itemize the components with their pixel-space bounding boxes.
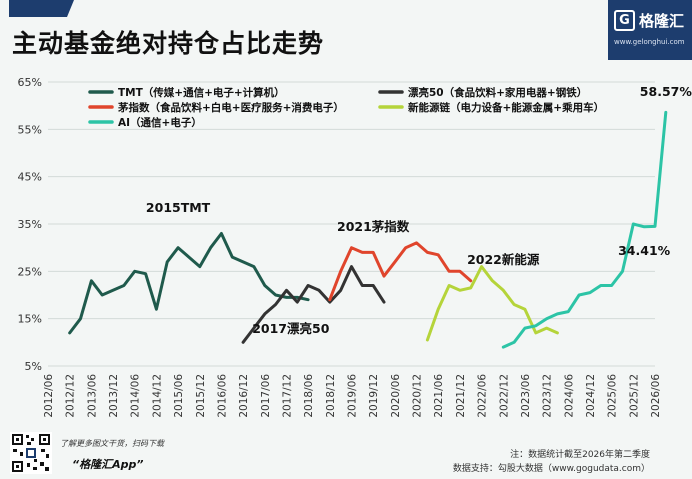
x-tick-label: 2023/06 bbox=[520, 374, 532, 418]
x-tick-label: 2026/06 bbox=[650, 374, 662, 418]
x-tick-label: 2018/06 bbox=[303, 374, 315, 418]
x-tick-label: 2021/06 bbox=[433, 374, 445, 418]
series-line bbox=[328, 241, 473, 302]
annotation-label: 2022新能源 bbox=[467, 252, 540, 267]
x-tick-label: 2017/12 bbox=[281, 374, 293, 418]
header-accent-bar bbox=[9, 0, 74, 17]
annotation-label: 34.41% bbox=[618, 243, 671, 258]
series-line bbox=[68, 232, 310, 335]
x-tick-label: 2019/12 bbox=[368, 374, 380, 418]
x-tick-label: 2014/12 bbox=[151, 374, 163, 418]
legend-label: 茅指数（食品饮料+白电+医疗服务+消费电子） bbox=[117, 101, 344, 114]
x-tick-label: 2015/12 bbox=[195, 374, 207, 418]
legend-label: AI（通信+电子） bbox=[118, 116, 202, 129]
footer-note: 注：数据统计截至2026年第二季度 bbox=[510, 450, 650, 460]
x-tick-label: 2022/12 bbox=[498, 374, 510, 418]
x-tick-label: 2012/06 bbox=[43, 374, 55, 418]
x-tick-label: 2025/06 bbox=[607, 374, 619, 418]
x-tick-label: 2021/12 bbox=[455, 374, 467, 418]
footer-app-promo: 了解更多图文干货，扫码下载 “格隆汇App” bbox=[10, 432, 210, 477]
x-tick-label: 2016/12 bbox=[238, 374, 250, 418]
page-title: 主动基金绝对持仓占比走势 bbox=[12, 29, 325, 58]
x-tick-label: 2024/06 bbox=[563, 374, 575, 418]
gelonghui-logo: G 格隆汇 www.gelonghui.com bbox=[608, 0, 692, 60]
x-tick-label: 2022/06 bbox=[477, 374, 489, 418]
y-tick-label: 55% bbox=[18, 123, 42, 136]
logo-g-icon: G bbox=[614, 10, 635, 31]
annotation-label: 2015TMT bbox=[146, 200, 211, 215]
x-tick-label: 2013/06 bbox=[86, 374, 98, 418]
footer-app-name: “格隆汇App” bbox=[72, 458, 144, 471]
legend-label: 新能源链（电力设备+能源金属+乘用车） bbox=[408, 101, 604, 114]
y-tick-label: 35% bbox=[18, 218, 42, 231]
footer-promo-text: 了解更多图文干货，扫码下载 bbox=[60, 439, 164, 448]
x-tick-label: 2025/12 bbox=[628, 374, 640, 418]
series-line bbox=[501, 110, 668, 349]
x-tick-label: 2020/06 bbox=[390, 374, 402, 418]
y-tick-label: 25% bbox=[18, 265, 42, 278]
annotation-label: 2021茅指数 bbox=[337, 219, 410, 234]
legend-label: TMT（传媒+通信+电子+计算机） bbox=[118, 86, 285, 99]
x-tick-label: 2012/12 bbox=[65, 374, 77, 418]
y-tick-label: 5% bbox=[25, 360, 42, 373]
x-tick-label: 2018/12 bbox=[325, 374, 337, 418]
x-tick-label: 2015/06 bbox=[173, 374, 185, 418]
y-tick-label: 45% bbox=[18, 171, 42, 184]
legend-label: 漂亮50（食品饮料+家用电器+钢铁） bbox=[408, 86, 587, 99]
annotation-label: 58.57% bbox=[640, 84, 692, 99]
x-tick-label: 2013/12 bbox=[108, 374, 120, 418]
logo-url: www.gelonghui.com bbox=[614, 38, 685, 46]
y-tick-label: 15% bbox=[18, 313, 42, 326]
footer-source: 数据支持：勾股大数据（www.gogudata.com） bbox=[452, 464, 650, 474]
x-tick-label: 2017/06 bbox=[260, 374, 272, 418]
x-tick-label: 2016/06 bbox=[216, 374, 228, 418]
series-line bbox=[241, 265, 386, 344]
x-tick-label: 2020/12 bbox=[412, 374, 424, 418]
x-tick-label: 2014/06 bbox=[130, 374, 142, 418]
qr-code-icon[interactable] bbox=[10, 432, 52, 474]
series-line bbox=[425, 265, 559, 342]
logo-name: 格隆汇 bbox=[639, 12, 685, 30]
x-tick-label: 2019/06 bbox=[347, 374, 359, 418]
y-tick-label: 65% bbox=[18, 76, 42, 89]
annotation-label: 2017漂亮50 bbox=[252, 321, 329, 336]
x-tick-label: 2024/12 bbox=[585, 374, 597, 418]
x-tick-label: 2023/12 bbox=[542, 374, 554, 418]
